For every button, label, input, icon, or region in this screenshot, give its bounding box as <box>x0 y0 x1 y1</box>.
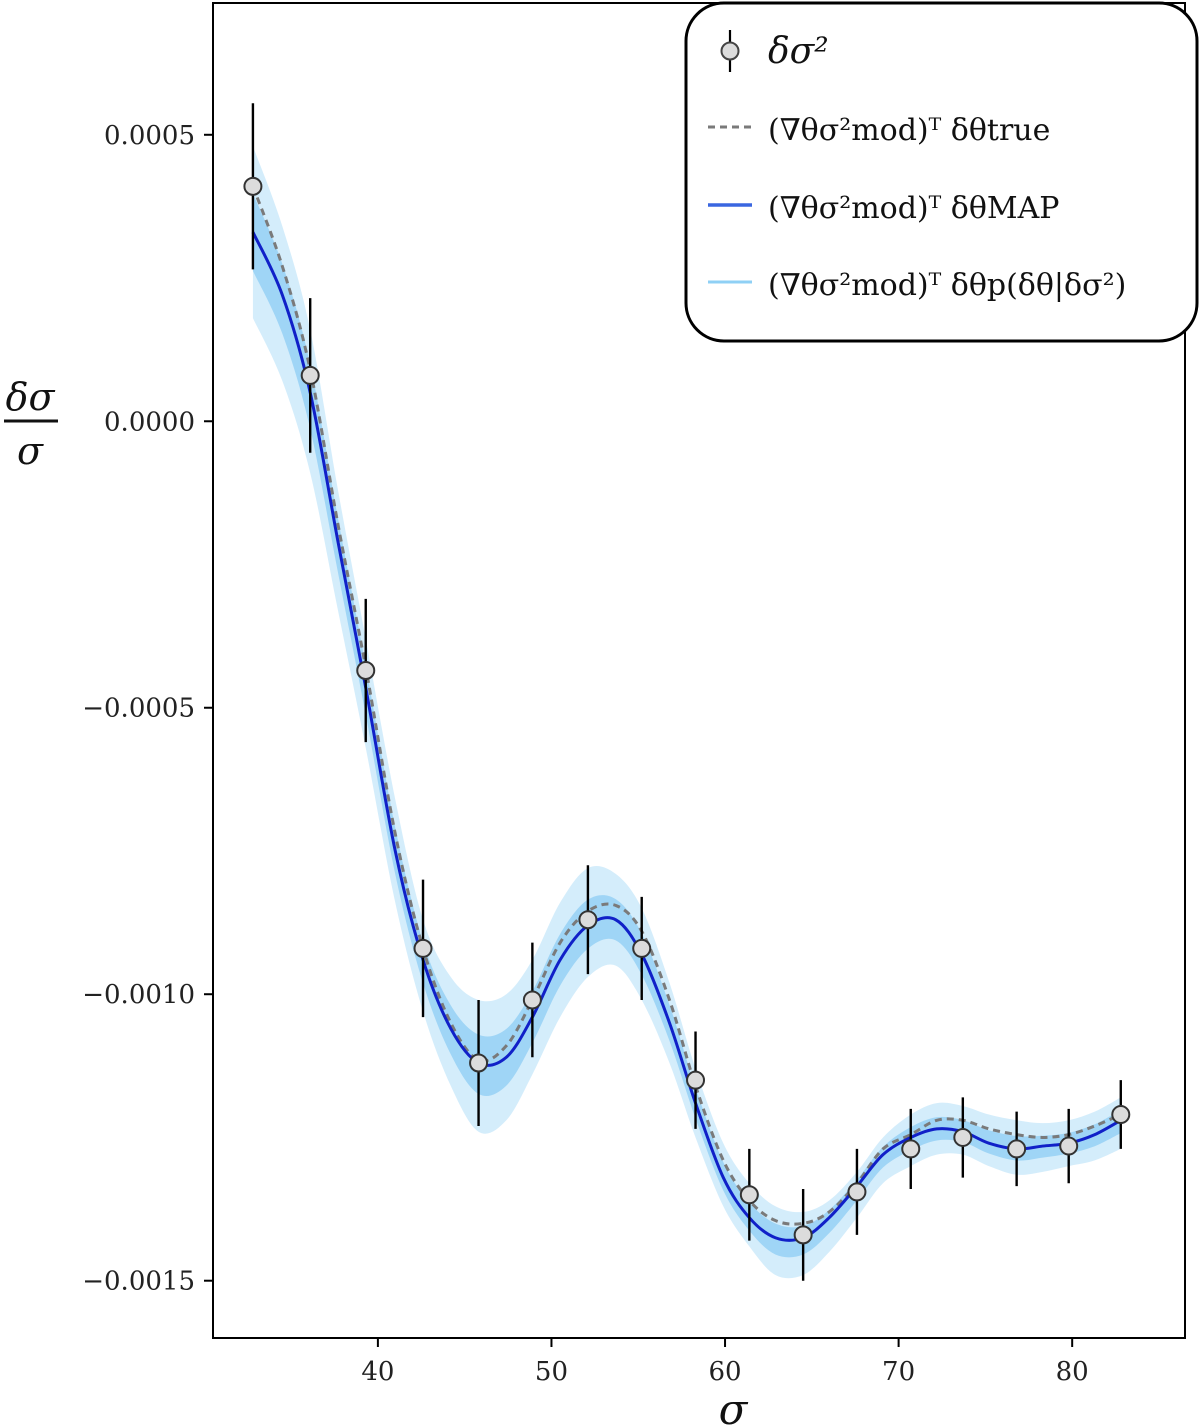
y-tick-label-2: −0.0005 <box>82 694 195 724</box>
x-tick-label-3: 70 <box>882 1357 915 1387</box>
plot-area <box>243 103 1131 1281</box>
data-point-9 <box>739 1185 759 1205</box>
x-axis-label: σ <box>719 1385 749 1428</box>
plot-frame <box>212 2 1186 1339</box>
data-point-13 <box>953 1127 973 1147</box>
data-point-0 <box>243 176 263 196</box>
posterior-band <box>252 146 1121 1279</box>
data-point-15 <box>1059 1136 1079 1156</box>
data-point-7 <box>632 938 652 958</box>
data-point-6 <box>578 910 598 930</box>
data-point-4 <box>469 1053 489 1073</box>
x-tick-label-4: 80 <box>1056 1357 1089 1387</box>
data-point-10 <box>793 1225 813 1245</box>
data-point-11 <box>847 1182 867 1202</box>
x-tick-label-0: 40 <box>361 1357 394 1387</box>
y-tick-label-3: −0.0010 <box>82 980 195 1010</box>
legend-map-label: (∇θσ²mod)ᵀ δθMAP <box>768 191 1059 226</box>
data-point-12 <box>901 1139 921 1159</box>
series-line-true <box>251 185 1122 1226</box>
y-axis-label-numerator: δσ <box>6 375 56 419</box>
x-tick-label-2: 60 <box>708 1357 741 1387</box>
legend-frame <box>684 1 1199 343</box>
axis-ticks: 40 50 60 70 80 0.0005 0.0000 −0.0005 −0.0010 −0.0… <box>82 121 1088 1387</box>
y-tick-label-0: 0.0005 <box>104 121 195 151</box>
legend-true-label: (∇θσ²mod)ᵀ δθtrue <box>768 113 1050 148</box>
data-point-5 <box>522 990 542 1010</box>
posterior-band-core <box>252 193 1121 1258</box>
data-point-8 <box>686 1070 706 1090</box>
x-tick-label-1: 50 <box>535 1357 568 1387</box>
legend-data-marker <box>720 41 740 61</box>
legend: δσ² (∇θσ²mod)ᵀ δθtrue (∇θσ²mod)ᵀ δθMAP (… <box>684 1 1199 343</box>
legend-data-label: δσ² <box>768 31 829 72</box>
legend-posterior-label: (∇θσ²mod)ᵀ δθp(δθ|δσ²) <box>768 268 1126 303</box>
y-axis-label-denominator: σ <box>17 429 44 473</box>
y-axis-label: δσ σ <box>4 375 58 473</box>
data-point-14 <box>1007 1139 1027 1159</box>
data-point-16 <box>1111 1105 1131 1125</box>
y-tick-label-4: −0.0015 <box>82 1267 195 1297</box>
y-tick-label-1: 0.0000 <box>104 407 195 437</box>
data-point-3 <box>413 938 433 958</box>
data-point-2 <box>356 661 376 680</box>
data-point-1 <box>300 365 320 385</box>
